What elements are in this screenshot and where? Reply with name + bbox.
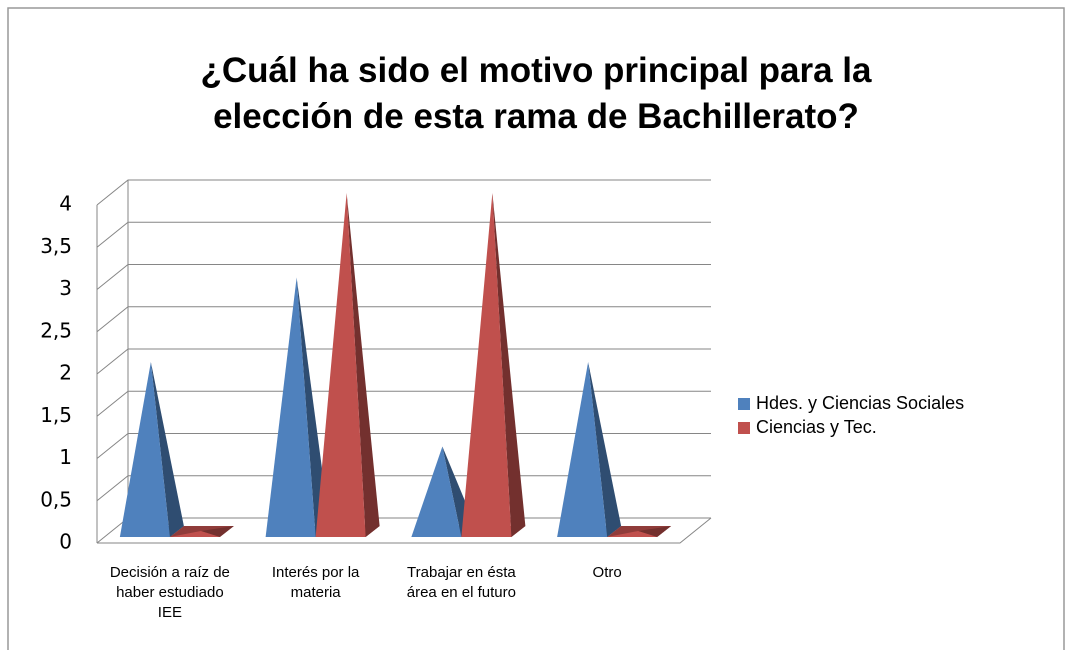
- pyramid-front: [557, 362, 608, 537]
- pyramid-front: [411, 446, 462, 537]
- legend-swatch: [738, 398, 750, 410]
- x-tick-label: Otro: [592, 564, 622, 581]
- pyramid-front: [119, 362, 170, 537]
- y-tick-label: 2: [59, 361, 72, 385]
- y-tick-label: 3: [59, 276, 72, 300]
- grid-line: [96, 433, 711, 459]
- y-tick-label: 1: [59, 445, 72, 469]
- grid-line: [96, 221, 711, 248]
- chart-title: ¿Cuál ha sido el motivo principal para l…: [200, 51, 872, 136]
- pyramid: [265, 277, 330, 537]
- pyramid: [119, 362, 184, 537]
- pyramid-side: [200, 526, 234, 537]
- pyramid: [461, 193, 526, 537]
- pyramid-side: [296, 277, 330, 537]
- pyramid: [169, 526, 234, 537]
- legend-label: Ciencias y Tec.: [756, 417, 877, 437]
- pyramid-side: [150, 362, 184, 537]
- pyramid-front: [315, 193, 366, 537]
- grid-line: [96, 179, 711, 206]
- y-tick-label: 0: [59, 530, 72, 554]
- grid-line: [96, 264, 711, 290]
- x-tick-label: Trabajar en ésta área en el futuro: [406, 564, 516, 601]
- y-tick-label: 0,5: [40, 487, 72, 511]
- pyramid-front: [169, 531, 220, 537]
- grid-line: [96, 348, 711, 375]
- pyramid: [315, 193, 380, 537]
- x-tick-label: Decisión a raíz de haber estudiado IEE: [109, 564, 230, 621]
- y-tick-label: 1,5: [40, 403, 72, 427]
- pyramid-side: [492, 193, 526, 537]
- y-tick-label: 3,5: [40, 234, 72, 258]
- chart-frame: [7, 7, 1065, 650]
- pyramid-side: [588, 362, 622, 537]
- grid-line: [96, 306, 711, 333]
- pyramid-side: [346, 193, 380, 537]
- pyramid-side: [638, 526, 672, 537]
- floor: [97, 517, 712, 544]
- legend-label: Hdes. y Ciencias Sociales: [756, 393, 964, 413]
- pyramid: [607, 526, 672, 537]
- pyramid-front: [265, 277, 316, 537]
- pyramid-front: [607, 531, 658, 537]
- pyramid: [557, 362, 622, 537]
- x-tick-label: Interés por la materia: [271, 564, 360, 601]
- pyramid-front: [461, 193, 512, 537]
- y-tick-label: 2,5: [40, 318, 72, 342]
- grid-line: [96, 475, 711, 502]
- grid-line: [96, 390, 711, 417]
- legend-swatch: [738, 422, 750, 434]
- y-tick-label: 4: [59, 192, 72, 216]
